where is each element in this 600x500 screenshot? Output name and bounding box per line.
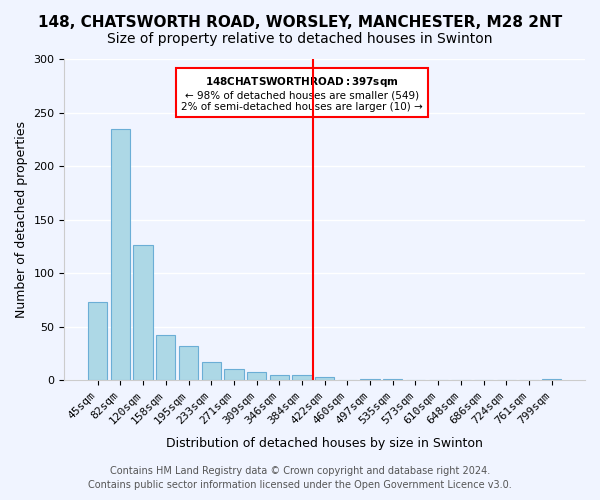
Bar — [156, 336, 175, 380]
Bar — [224, 368, 244, 380]
Bar — [111, 128, 130, 380]
Bar — [269, 375, 289, 380]
Bar — [179, 346, 198, 380]
Bar — [133, 246, 153, 380]
Bar — [88, 302, 107, 380]
Bar — [202, 362, 221, 380]
Bar — [315, 377, 334, 380]
Text: Size of property relative to detached houses in Swinton: Size of property relative to detached ho… — [107, 32, 493, 46]
Text: 148, CHATSWORTH ROAD, WORSLEY, MANCHESTER, M28 2NT: 148, CHATSWORTH ROAD, WORSLEY, MANCHESTE… — [38, 15, 562, 30]
Bar — [247, 372, 266, 380]
Bar — [292, 375, 311, 380]
Y-axis label: Number of detached properties: Number of detached properties — [15, 121, 28, 318]
Text: $\bf{148 CHATSWORTH ROAD: 397sqm}$
← 98% of detached houses are smaller (549)
2%: $\bf{148 CHATSWORTH ROAD: 397sqm}$ ← 98%… — [181, 75, 423, 112]
X-axis label: Distribution of detached houses by size in Swinton: Distribution of detached houses by size … — [166, 437, 483, 450]
Text: Contains HM Land Registry data © Crown copyright and database right 2024.
Contai: Contains HM Land Registry data © Crown c… — [88, 466, 512, 490]
